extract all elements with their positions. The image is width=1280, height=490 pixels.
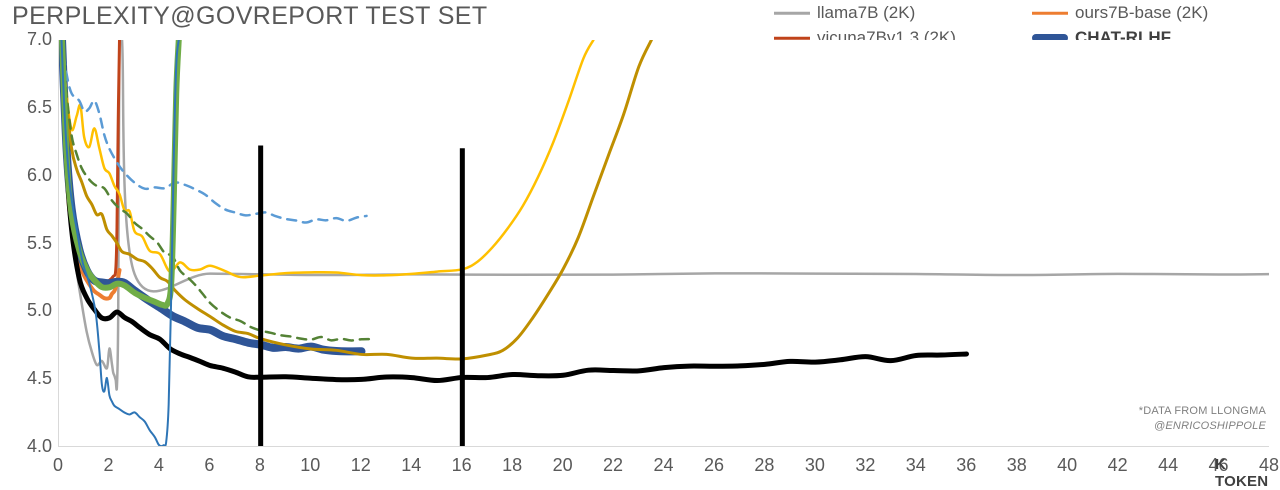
page-title: PERPLEXITY@GOVREPORT TEST SET [12,2,488,30]
x-axis-tick-label: 24 [653,455,674,475]
x-axis-tick-label: 38 [1006,455,1027,475]
legend-swatch [772,27,812,49]
series-line [62,40,179,446]
x-axis-tick-label: 4 [153,455,164,475]
series-line [62,40,966,381]
x-axis-unit-label: K TOKEN [1215,456,1269,490]
legend-item[interactable]: ours7B-base (2K) [1030,2,1208,24]
x-axis-tick-label: 0 [52,455,64,475]
footnote-line-2: @ENRICOSHIPPOLE [1154,420,1266,432]
x-axis-tick-label: 12 [350,455,371,475]
series-line [62,40,367,223]
x-axis-tick-label: 28 [754,455,775,475]
legend-swatch [772,2,812,24]
footnote-line-1: *DATA FROM LLONGMA [1138,405,1266,417]
y-axis-tick-label: 4.0 [26,436,52,456]
series-line [62,40,594,277]
y-axis-tick-label: 6.5 [26,96,52,117]
x-axis-tick-label: 2 [103,455,114,475]
legend-label: llama7B (2K) [817,3,916,22]
y-axis-tick-label: 4.5 [26,368,52,389]
x-axis-tick-label: 34 [905,455,926,475]
x-axis-tick-label: 44 [1158,455,1179,475]
y-axis-tick-label: 6.0 [26,164,52,185]
plot-svg [59,40,1269,446]
x-axis-tick-label: 8 [254,455,265,475]
x-axis-tick-label: 16 [451,455,472,475]
x-axis-tick-label: 26 [703,455,724,475]
series-line [63,40,1269,390]
legend-swatch [1030,27,1070,49]
x-axis-tick-label: 14 [401,455,422,475]
plot-area [58,40,1269,447]
y-axis-tick-label: 7.0 [26,29,52,49]
legend-item[interactable]: llama7B (2K) [772,2,915,24]
y-axis-tick-label: 5.5 [26,232,52,253]
x-axis-tick-label: 20 [552,455,573,475]
x-axis-tick-label: 36 [956,455,977,475]
x-axis-tick-label: 6 [204,455,215,475]
series-line [62,40,652,359]
legend-swatch [1030,2,1070,24]
legend-label: ours7B-base (2K) [1075,3,1209,22]
x-axis-tick-label: 18 [502,455,523,475]
x-axis-tick-label: 30 [804,455,825,475]
y-axis-tick-label: 5.0 [26,300,52,321]
x-axis-tick-label: 10 [300,455,321,475]
x-axis-tick-label: 32 [855,455,876,475]
series-line [62,40,372,340]
x-axis-tick-label: 42 [1107,455,1128,475]
x-axis-tick-label: 22 [603,455,624,475]
footnote: *DATA FROM LLONGMA @ENRICOSHIPPOLE [1139,404,1266,434]
x-axis-tick-label: 40 [1057,455,1078,475]
